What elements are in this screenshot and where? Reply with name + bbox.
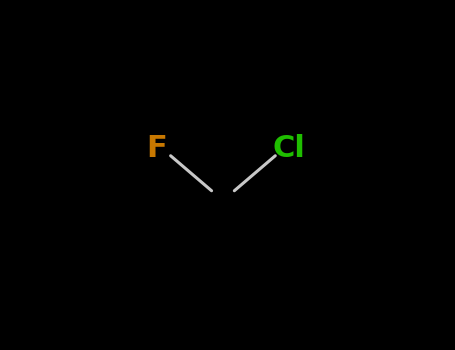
Text: Cl: Cl xyxy=(273,134,305,163)
Text: F: F xyxy=(147,134,167,163)
